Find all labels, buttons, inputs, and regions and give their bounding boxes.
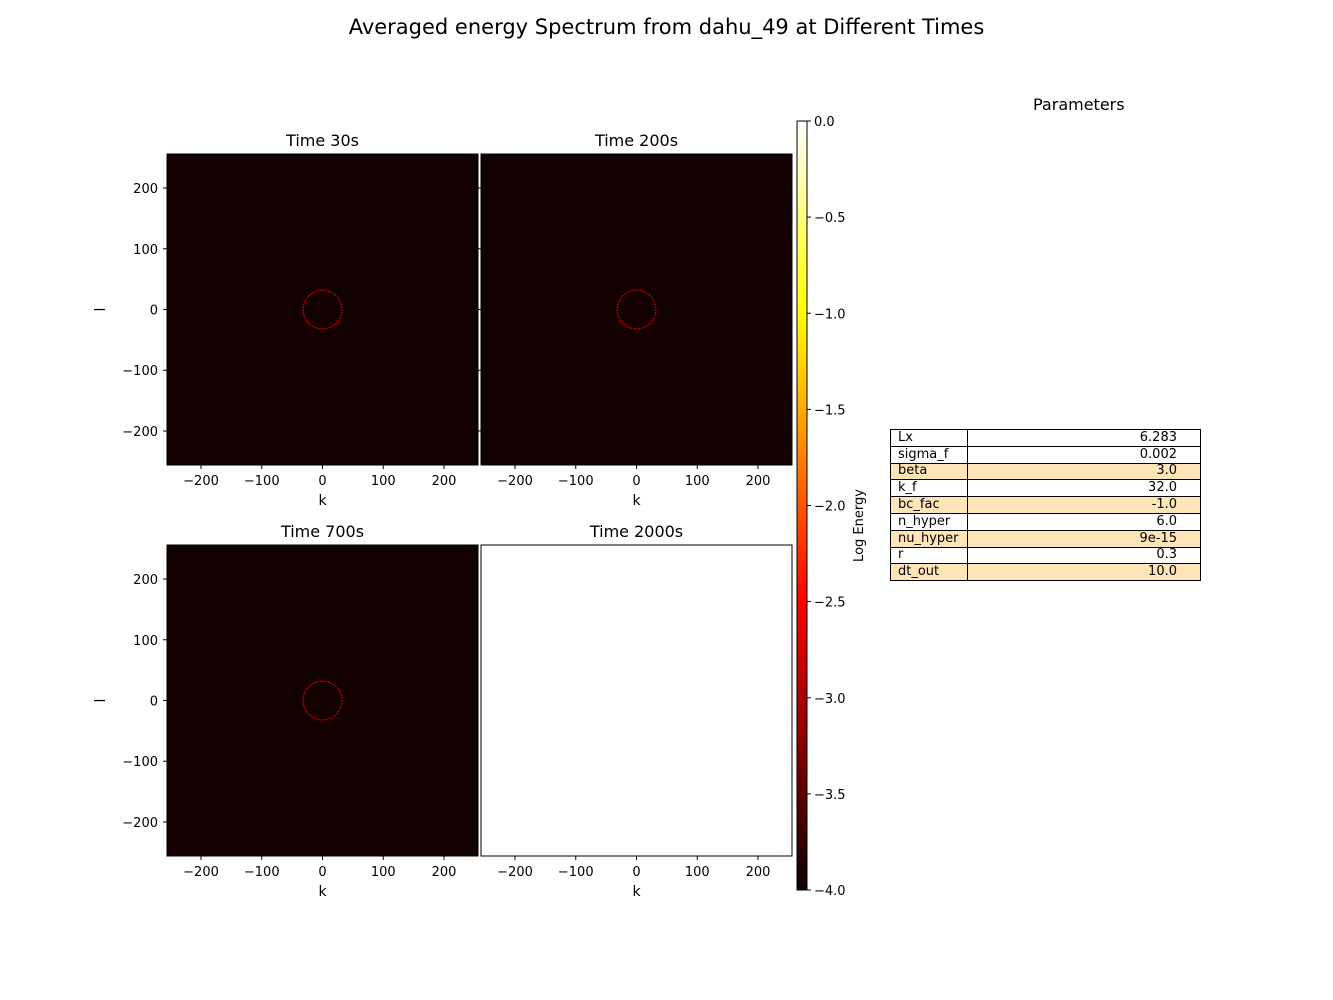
parameters-title: Parameters: [1033, 95, 1125, 114]
parameter-row: sigma_f 0.002: [890, 445, 1201, 464]
x-tick-label: 200: [432, 865, 457, 880]
parameter-value: 0.002: [967, 445, 1201, 464]
heatmap-background: [481, 154, 792, 465]
parameter-row: dt_out 10.0: [890, 563, 1201, 582]
parameter-name: n_hyper: [890, 512, 968, 531]
parameter-name: beta: [890, 462, 968, 481]
forcing-ring: [616, 289, 657, 330]
parameter-row: Lx 6.283: [890, 429, 1201, 447]
parameter-row: k_f 32.0: [890, 479, 1201, 498]
y-tick-label: 0: [150, 304, 158, 319]
parameter-value: -1.0: [967, 496, 1201, 514]
parameter-value: 6.0: [967, 512, 1201, 531]
parameter-value: 32.0: [967, 479, 1201, 498]
parameter-name: Lx: [890, 429, 968, 447]
colorbar-tick-label: −1.0: [814, 307, 846, 322]
x-tick-label: −200: [497, 865, 533, 880]
parameter-value: 3.0: [967, 462, 1201, 481]
x-tick-label: −200: [183, 865, 219, 880]
y-tick-label: −100: [122, 755, 158, 770]
colorbar-tick-label: −3.0: [814, 692, 846, 707]
parameter-value: 9e-15: [967, 529, 1201, 548]
x-axis-label: k: [318, 884, 327, 900]
x-tick-label: −100: [244, 865, 280, 880]
x-tick-label: −100: [558, 865, 594, 880]
panel-title: Time 200s: [594, 131, 678, 150]
x-tick-label: −100: [244, 474, 280, 489]
spectrum-panel-4: Time 2000s −200 −100 0 100 200 k: [480, 522, 793, 900]
colorbar: 0.0 −0.5 −1.0 −1.5 −2.0 −2.5 −3.0 −3.5 −4.0 Log E…: [796, 115, 867, 899]
x-tick-label: 100: [685, 865, 710, 880]
x-tick-label: 0: [318, 474, 326, 489]
parameter-value: 0.3: [967, 546, 1201, 565]
forcing-ring: [302, 289, 343, 330]
x-axis-label: k: [632, 884, 641, 900]
x-tick-label: −200: [183, 474, 219, 489]
x-tick-label: 0: [632, 474, 640, 489]
colorbar-tick-label: −0.5: [814, 211, 846, 226]
y-tick-label: −100: [122, 364, 158, 379]
colorbar-tick-label: −2.5: [814, 596, 846, 611]
y-tick-label: 200: [133, 182, 158, 197]
parameter-row: nu_hyper 9e-15: [890, 529, 1201, 548]
panel-title: Time 700s: [280, 522, 364, 541]
x-axis-label: k: [318, 493, 327, 509]
parameter-row: bc_fac -1.0: [890, 496, 1201, 514]
colorbar-label: Log Energy: [852, 489, 867, 562]
panel-title: Time 2000s: [589, 522, 683, 541]
parameters-table: Lx 6.283 sigma_f 0.002 beta 3.0 k_f 32.0 bc_fac -…: [890, 429, 1201, 582]
colorbar-tick-label: −4.0: [814, 884, 846, 899]
parameter-value: 10.0: [967, 563, 1201, 582]
x-axis-label: k: [632, 493, 641, 509]
parameter-row: r 0.3: [890, 546, 1201, 565]
colorbar-tick-label: −2.0: [814, 500, 846, 515]
y-tick-label: 0: [150, 695, 158, 710]
colorbar-tick-label: 0.0: [814, 115, 835, 130]
parameter-row: beta 3.0: [890, 462, 1201, 481]
x-tick-label: 100: [371, 474, 396, 489]
y-tick-label: −200: [122, 816, 158, 831]
heatmap-background: [167, 545, 478, 856]
heatmap-background: [167, 154, 478, 465]
x-tick-label: 0: [632, 865, 640, 880]
empty-axes-background: [481, 545, 792, 856]
x-tick-label: 200: [432, 474, 457, 489]
spectrum-panel-2: Time 200s −200 −100 0 100 200 k: [477, 131, 793, 509]
x-tick-label: −200: [497, 474, 533, 489]
x-tick-label: 100: [685, 474, 710, 489]
parameter-name: nu_hyper: [890, 529, 968, 548]
spectrum-panel-1: Time 30s −200 −100 0 100 200 k −200 −100 0 100 200 l: [93, 131, 479, 509]
parameter-name: r: [890, 546, 968, 565]
y-tick-label: 100: [133, 243, 158, 258]
figure-title: Averaged energy Spectrum from dahu_49 at…: [348, 15, 985, 39]
x-tick-label: 0: [318, 865, 326, 880]
x-tick-label: 200: [746, 865, 771, 880]
x-tick-label: 200: [746, 474, 771, 489]
forcing-ring: [302, 680, 343, 721]
parameter-name: sigma_f: [890, 445, 968, 464]
colorbar-tick-label: −1.5: [814, 403, 846, 418]
x-tick-label: −100: [558, 474, 594, 489]
y-tick-label: 200: [133, 573, 158, 588]
parameter-name: bc_fac: [890, 496, 968, 514]
parameter-row: n_hyper 6.0: [890, 512, 1201, 531]
y-tick-label: −200: [122, 425, 158, 440]
y-axis-label: l: [93, 699, 109, 703]
parameter-name: k_f: [890, 479, 968, 498]
y-axis-label: l: [93, 308, 109, 312]
parameter-value: 6.283: [967, 429, 1201, 447]
panel-title: Time 30s: [285, 131, 359, 150]
colorbar-gradient: [796, 120, 808, 891]
parameter-name: dt_out: [890, 563, 968, 582]
spectrum-panel-3: Time 700s −200 −100 0 100 200 k −200 −100 0 100 200…: [93, 522, 479, 900]
y-tick-label: 100: [133, 634, 158, 649]
colorbar-tick-label: −3.5: [814, 788, 846, 803]
x-tick-label: 100: [371, 865, 396, 880]
